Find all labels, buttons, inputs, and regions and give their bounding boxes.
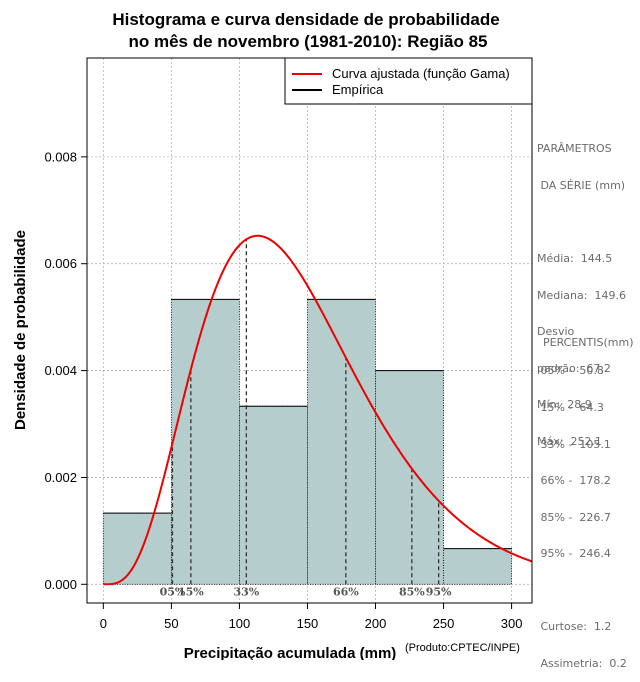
percentile-label: 05% <box>160 585 186 598</box>
histogram-bar <box>102 512 172 585</box>
x-tick-label: 100 <box>229 616 251 631</box>
stat-desvio-value: padrão: 67.2 <box>537 361 611 375</box>
x-tick-label: 250 <box>433 616 455 631</box>
legend-label-curve: Curva ajustada (função Gama) <box>332 66 510 81</box>
percentile-label: 85% <box>399 585 425 598</box>
percentile-label: 66% <box>333 585 359 598</box>
x-tick-label: 300 <box>501 616 523 631</box>
percentile-label: 95% <box>426 585 452 598</box>
legend: Curva ajustada (função Gama) Empírica <box>284 57 533 105</box>
percentiles-list: 05% - 50.8 15% - 64.3 33% - 105.1 66% - … <box>537 341 626 682</box>
percentile-label: 33% <box>233 585 259 598</box>
y-tick-label: 0.000 <box>44 577 77 592</box>
y-tick-label: 0.002 <box>44 470 77 485</box>
percentile-line: 15% - 64.3 <box>537 401 604 415</box>
percentile-line: 05% - 50.8 <box>537 364 604 378</box>
percentis-heading: PERCENTIS(mm) <box>543 336 634 350</box>
stat-media: Média: 144.5 <box>537 252 613 266</box>
x-tick-label: 200 <box>365 616 387 631</box>
x-tick-label: 150 <box>297 616 319 631</box>
params-heading-2: DA SÉRIE (mm) <box>537 179 626 193</box>
histogram-bar <box>443 548 512 585</box>
percentile-line: 33% - 105.1 <box>537 437 611 451</box>
y-tick-label: 0.004 <box>44 363 77 378</box>
stat-desvio-label: Desvio <box>537 325 575 339</box>
chart-title-line1: Histograma e curva densidade de probabil… <box>112 10 499 29</box>
y-axis-label: Densidade de probabilidade <box>12 230 29 430</box>
y-tick-label: 0.006 <box>44 256 77 271</box>
y-tick-label: 0.008 <box>44 149 77 164</box>
credit-label: (Produto:CPTEC/INPE) <box>405 642 520 654</box>
x-tick-label: 0 <box>100 616 107 631</box>
histogram-chart: 05%15% 33% 66% 85% 95% 0 50 100 150 200 250 300 0.0… <box>12 10 533 660</box>
percentile-label: 15% <box>178 585 204 598</box>
percentile-line: 66% - 178.2 <box>537 474 611 488</box>
histogram-bar <box>307 298 376 585</box>
fitted-gamma-curve <box>103 234 533 586</box>
legend-box <box>284 57 533 105</box>
legend-label-empirical: Empírica <box>332 82 384 97</box>
stat-min: Mín: 28.9 <box>537 398 592 412</box>
stat-curtose: Curtose: 1.2 <box>537 620 612 634</box>
chart-title-line2: no mês de novembro (1981-2010): Região 8… <box>128 32 487 51</box>
stat-max: Máx: 252.1 <box>537 435 602 449</box>
x-axis-label: Precipitação acumulada (mm) <box>184 645 397 660</box>
x-tick-label: 50 <box>164 616 178 631</box>
percentiles-panel: PERCENTIS(mm) <box>543 313 634 362</box>
series-parameters-panel: PARÂMETROS DA SÉRIE (mm) Média: 144.5 Me… <box>537 119 626 460</box>
histogram-bar <box>239 405 308 585</box>
percentile-line: 85% - 226.7 <box>537 510 611 524</box>
params-heading-1: PARÂMETROS <box>537 142 612 156</box>
histogram-bar <box>170 298 240 585</box>
stat-mediana: Mediana: 149.6 <box>537 288 626 302</box>
histogram-bar <box>375 370 444 585</box>
percentile-line: 95% - 246.4 <box>537 547 611 561</box>
